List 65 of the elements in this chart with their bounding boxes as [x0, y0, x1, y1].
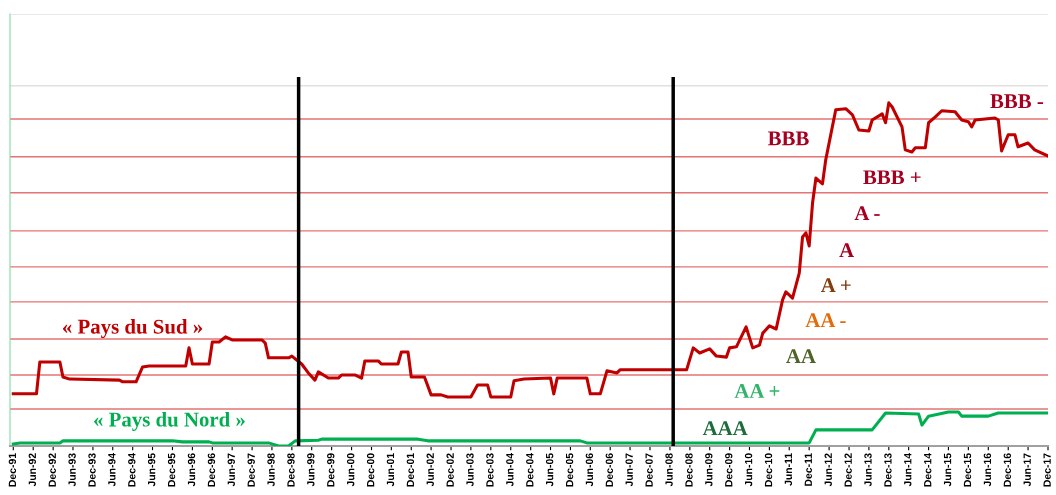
annotation: BBB - — [990, 94, 1044, 109]
annotation: BBB — [768, 131, 809, 146]
x-tick-label: Dec-14 — [924, 453, 932, 487]
x-tick-label: Jun-11 — [784, 453, 793, 486]
x-tick-label: Dec-98 — [287, 453, 295, 487]
annotation: BBB + — [863, 170, 921, 185]
x-tick-label: Dec-16 — [1003, 453, 1012, 487]
x-tick-label: Jun-06 — [585, 453, 594, 487]
x-tick-label: Jun-14 — [904, 453, 912, 487]
x-tick-label: Dec-97 — [247, 453, 255, 487]
series-label: « Pays du Sud » — [62, 319, 203, 338]
annotation: AA - — [805, 313, 846, 328]
x-tick-label: Dec-91 — [8, 453, 17, 487]
x-tick-label: Dec-06 — [605, 453, 614, 487]
x-tick-label: Jun-01 — [386, 453, 395, 487]
x-tick-label: Dec-95 — [167, 453, 176, 487]
x-tick-label: Dec-92 — [48, 453, 56, 487]
x-tick-label: Jun-17 — [1023, 453, 1031, 487]
x-tick-label: Dec-93 — [88, 453, 96, 487]
x-tick-label: Jun-94 — [108, 453, 116, 487]
x-tick-label: Jun-92 — [28, 453, 36, 487]
x-tick-label: Dec-04 — [526, 453, 534, 487]
x-tick-label: Jun-97 — [227, 453, 235, 487]
x-tick-label: Jun-07 — [625, 453, 633, 487]
x-tick-label: Jun-00 — [346, 453, 355, 487]
annotation: A + — [820, 278, 851, 293]
x-tick-label: Jun-95 — [147, 453, 156, 487]
x-tick-label: Jun-02 — [426, 453, 434, 487]
x-tick-label: Dec-05 — [565, 453, 574, 487]
x-tick-label: Dec-13 — [884, 453, 892, 487]
annotation: A - — [854, 206, 880, 220]
x-tick-label: Jun-04 — [506, 453, 514, 487]
x-tick-label: Dec-00 — [366, 453, 375, 487]
x-tick-label: Jun-93 — [68, 453, 76, 487]
x-tick-label: Dec-15 — [963, 453, 972, 487]
x-tick-label: Jun-13 — [864, 453, 872, 487]
x-tick-label: Dec-09 — [725, 453, 733, 487]
x-tick-label: Dec-17 — [1043, 453, 1051, 487]
x-tick-label: Dec-96 — [207, 453, 216, 487]
annotation: AA — [786, 349, 816, 363]
x-tick-label: Jun-09 — [705, 453, 713, 487]
x-tick-label: Dec-08 — [685, 453, 693, 487]
x-tick-label: Dec-94 — [128, 453, 136, 487]
x-tick-label: Jun-96 — [187, 453, 196, 487]
x-tick-label: Jun-10 — [744, 453, 753, 487]
annotation: AA + — [734, 384, 780, 398]
x-tick-label: Jun-99 — [307, 453, 315, 487]
series-label: « Pays du Nord » — [94, 411, 245, 431]
x-tick-label: Dec-02 — [446, 453, 454, 487]
annotation: A — [839, 243, 854, 258]
x-tick-label: Dec-01 — [406, 453, 415, 487]
annotation: AAA — [702, 421, 748, 436]
x-tick-label: Dec-07 — [645, 453, 653, 487]
x-tick-label: Dec-11 — [804, 453, 812, 486]
x-tick-label: Jun-05 — [545, 453, 554, 487]
x-tick-label: Jun-03 — [466, 453, 474, 487]
x-tick-label: Dec-03 — [486, 453, 494, 487]
x-tick-label: Dec-10 — [764, 453, 773, 487]
x-tick-label: Jun-12 — [824, 453, 832, 487]
x-tick-label: Jun-15 — [943, 453, 952, 487]
x-tick-label: Jun-98 — [267, 453, 275, 487]
x-tick-label: Dec-99 — [327, 453, 335, 487]
x-tick-label: Jun-08 — [665, 453, 673, 487]
x-tick-label: Jun-16 — [983, 453, 992, 487]
x-tick-label: Dec-12 — [844, 453, 852, 487]
